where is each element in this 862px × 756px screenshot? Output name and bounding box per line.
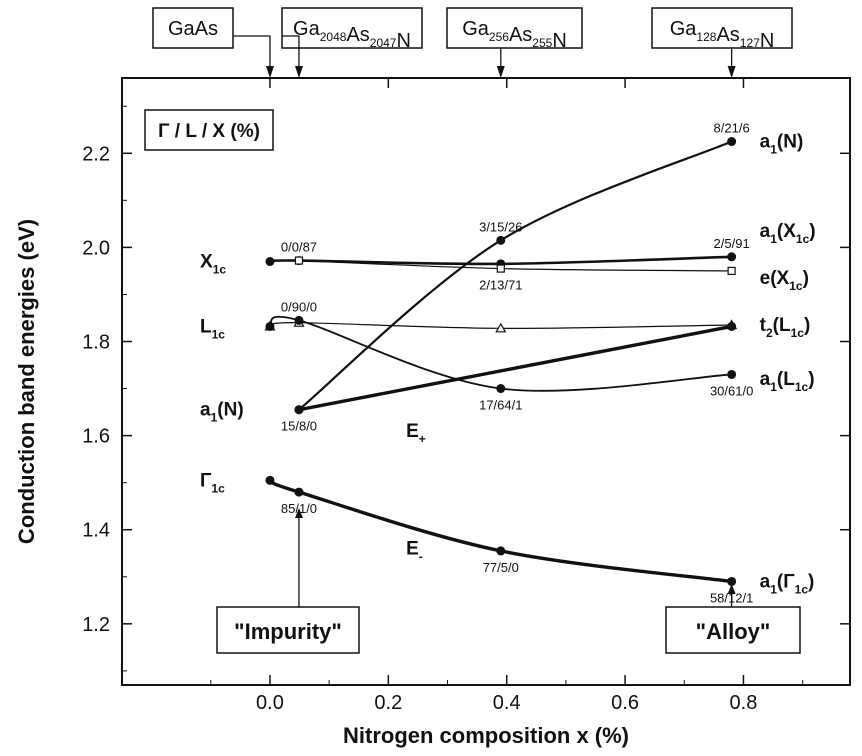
y-tick-label: 1.8 [82,332,110,354]
regime-label: "Impurity" [234,619,342,644]
top-arrow-head [727,66,736,78]
data-point-a1N [727,137,737,147]
regime-arrow-head [727,584,736,594]
right-state-label-a1L: a1(L1c) [760,369,815,394]
regime-box [665,606,801,654]
y-tick-label: 1.6 [82,426,110,448]
legend-box [144,109,274,151]
data-point-Eminus [727,576,737,586]
point-label: 15/8/0 [281,419,317,434]
data-point-eX [294,256,304,265]
top-arrow-head [265,66,274,78]
series-line-t2L [269,322,732,329]
y-tick-label: 1.2 [82,614,110,636]
right-state-label-eX: e(X1c) [760,268,809,293]
data-point-t2L [495,322,507,333]
point-label: 30/61/0 [710,383,753,398]
point-label: 2/13/71 [479,278,522,293]
top-label-text: Ga128As127N [670,18,775,52]
top-label-text: GaAs [168,18,218,40]
top-label-text: Ga256As255N [462,18,567,52]
y-axis-title: Conduction band energies (eV) [14,219,39,544]
top-arrow-line [233,35,271,72]
data-point-Eminus [496,546,506,556]
top-arrow-head [294,66,303,78]
data-point-Eminus [265,475,275,485]
y-tick-label: 1.4 [82,520,110,542]
right-state-label-a1N: a1(N) [760,132,804,157]
data-point-a1N [496,235,506,245]
left-state-label: a1(N) [200,400,244,425]
x-tick-label: 0.0 [256,692,284,714]
series-line-Eminus [269,478,732,584]
left-state-label: Γ1c [200,470,225,495]
regime-arrow-head [294,508,303,518]
top-arrow-head [496,66,505,78]
regime-box [216,606,360,654]
series-line-a1L [269,315,732,392]
data-point-eX [727,266,736,276]
series-line-Eplus [298,324,732,412]
point-label: 77/5/0 [483,560,519,575]
legend-text: Γ / L / X (%) [158,121,260,142]
x-axis-title: Nitrogen composition x (%) [343,723,629,748]
left-state-label: X1c [200,252,226,277]
plot-frame [121,77,851,686]
data-point-Eplus [727,321,737,331]
top-label-text: Ga2048As2047N [293,18,411,52]
right-state-label-t2L: t2(L1c) [760,315,811,340]
data-point-Eminus [294,487,304,497]
data-point-a1L [265,321,275,331]
data-point-Eplus [294,405,304,415]
curve-label: E- [406,539,423,564]
point-label: 8/21/6 [714,121,750,136]
data-point-a1X [727,252,737,262]
point-label: 17/64/1 [479,398,522,413]
top-label-box [446,7,583,49]
point-label: 2/5/91 [714,236,750,251]
x-tick-label: 0.4 [493,692,521,714]
point-label: 0/90/0 [281,299,317,314]
top-arrow-line [282,35,300,72]
y-tick-label: 2.2 [82,143,110,165]
regime-label: "Alloy" [696,619,771,644]
right-state-label-a1G: a1(Γ1c) [760,571,815,596]
right-state-label-a1X: a1(X1c) [760,221,816,246]
curve-label: E+ [406,421,426,446]
data-point-a1L [496,384,506,394]
y-tick-label: 2.0 [82,237,110,259]
data-point-a1X [265,257,275,267]
point-label: 3/15/26 [479,219,522,234]
data-point-eX [496,264,505,273]
top-label-box [152,7,234,49]
x-tick-label: 0.2 [374,692,402,714]
data-point-a1L [294,315,304,325]
series-line-a1X [269,255,732,266]
point-label: 0/0/87 [281,240,317,255]
x-tick-label: 0.6 [611,692,639,714]
x-tick-label: 0.8 [730,692,758,714]
data-point-a1L [727,369,737,379]
top-label-box [651,7,793,49]
left-state-label: L1c [200,316,225,341]
top-label-box [281,7,423,49]
